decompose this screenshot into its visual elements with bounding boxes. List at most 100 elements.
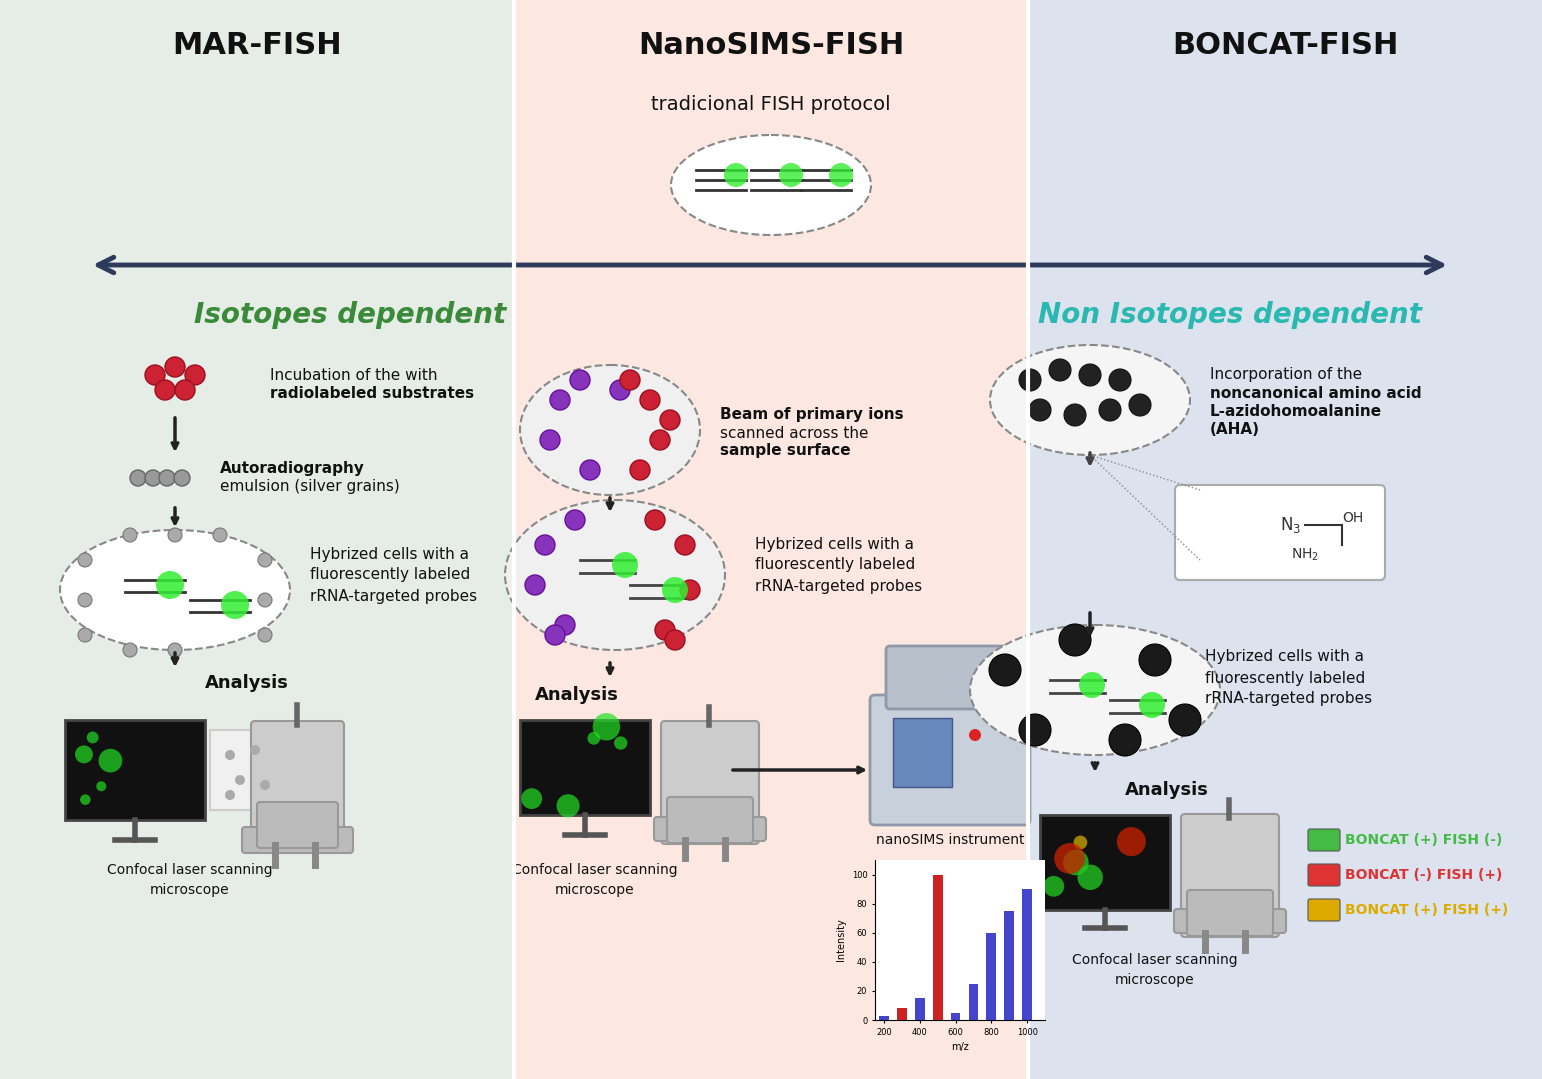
Circle shape [524,575,544,595]
Bar [1022,889,1032,1020]
Text: Non Isotopes dependent: Non Isotopes dependent [1038,301,1422,329]
Ellipse shape [60,530,290,650]
FancyBboxPatch shape [654,817,766,841]
Circle shape [1109,369,1130,391]
Circle shape [645,510,665,530]
Circle shape [830,163,853,187]
Circle shape [1078,864,1103,890]
Circle shape [225,750,234,760]
Ellipse shape [504,500,725,650]
Text: BONCAT (+) FISH (+): BONCAT (+) FISH (+) [1345,903,1508,917]
Text: BONCAT-FISH: BONCAT-FISH [1172,30,1399,59]
Text: NanoSIMS-FISH: NanoSIMS-FISH [638,30,904,59]
FancyBboxPatch shape [1308,899,1340,921]
FancyBboxPatch shape [870,695,1030,825]
Circle shape [1099,399,1121,421]
Circle shape [651,431,671,450]
Circle shape [1029,399,1052,421]
Circle shape [185,365,205,385]
Circle shape [258,628,271,642]
Circle shape [258,554,271,566]
Circle shape [660,410,680,431]
Circle shape [555,615,575,636]
Circle shape [174,380,194,400]
Circle shape [612,552,638,578]
Text: tradicional FISH protocol: tradicional FISH protocol [651,96,891,114]
Ellipse shape [520,365,700,495]
Text: noncanonical amino acid: noncanonical amino acid [1210,385,1422,400]
Ellipse shape [970,625,1220,755]
Circle shape [665,630,685,650]
Circle shape [580,460,600,480]
Circle shape [1055,843,1086,874]
X-axis label: m/z: m/z [951,1042,968,1052]
Circle shape [988,654,1021,686]
Circle shape [535,535,555,555]
Circle shape [130,470,146,486]
Circle shape [571,370,591,390]
Circle shape [1079,364,1101,386]
Circle shape [1140,692,1166,718]
Text: Incubation of the with: Incubation of the with [270,368,438,382]
Circle shape [968,729,981,741]
Bar [513,0,1029,1079]
Text: BONCAT (+) FISH (-): BONCAT (+) FISH (-) [1345,833,1502,847]
FancyBboxPatch shape [1173,909,1286,933]
Circle shape [620,370,640,390]
Circle shape [1109,724,1141,756]
Circle shape [168,528,182,542]
Circle shape [79,554,93,566]
Bar [1004,911,1015,1020]
Circle shape [655,620,675,640]
Circle shape [564,510,584,530]
Bar [0,0,513,1079]
Bar [933,875,942,1020]
Circle shape [234,775,245,786]
Y-axis label: Intensity: Intensity [836,918,847,961]
Text: OH: OH [1342,511,1363,525]
Bar [210,730,290,810]
Text: Confocal laser scanning
microscope: Confocal laser scanning microscope [108,863,273,897]
FancyBboxPatch shape [893,718,951,787]
FancyBboxPatch shape [258,802,338,848]
FancyBboxPatch shape [1175,484,1385,581]
Circle shape [550,390,571,410]
Bar [520,720,651,815]
Circle shape [662,577,688,603]
Bar [1039,815,1170,910]
Bar [914,998,925,1020]
Text: scanned across the: scanned across the [720,425,868,440]
FancyBboxPatch shape [1181,814,1278,937]
Text: emulsion (silver grains): emulsion (silver grains) [221,478,399,493]
Circle shape [675,535,695,555]
Circle shape [156,571,183,599]
Circle shape [168,643,182,657]
Circle shape [640,390,660,410]
Circle shape [165,357,185,377]
Circle shape [1079,672,1106,698]
Circle shape [159,470,174,486]
Circle shape [521,789,543,809]
Ellipse shape [671,135,871,235]
Circle shape [557,794,580,818]
Text: Hybrized cells with a
fluorescently labeled
rRNA-targeted probes: Hybrized cells with a fluorescently labe… [756,536,922,593]
Text: Autoradiography: Autoradiography [221,461,365,476]
Text: MAR-FISH: MAR-FISH [173,30,342,59]
Circle shape [614,736,628,750]
FancyBboxPatch shape [887,646,1015,709]
FancyBboxPatch shape [242,827,353,853]
Circle shape [1062,849,1089,875]
Circle shape [725,163,748,187]
Circle shape [631,460,651,480]
Text: Analysis: Analysis [1126,781,1209,800]
Circle shape [1019,714,1052,746]
Circle shape [1059,624,1092,656]
FancyBboxPatch shape [251,721,344,849]
Circle shape [1019,369,1041,391]
Circle shape [258,593,271,607]
Circle shape [99,749,122,773]
Text: Analysis: Analysis [205,674,288,692]
Ellipse shape [990,345,1190,455]
Circle shape [250,745,261,755]
Circle shape [544,625,564,645]
